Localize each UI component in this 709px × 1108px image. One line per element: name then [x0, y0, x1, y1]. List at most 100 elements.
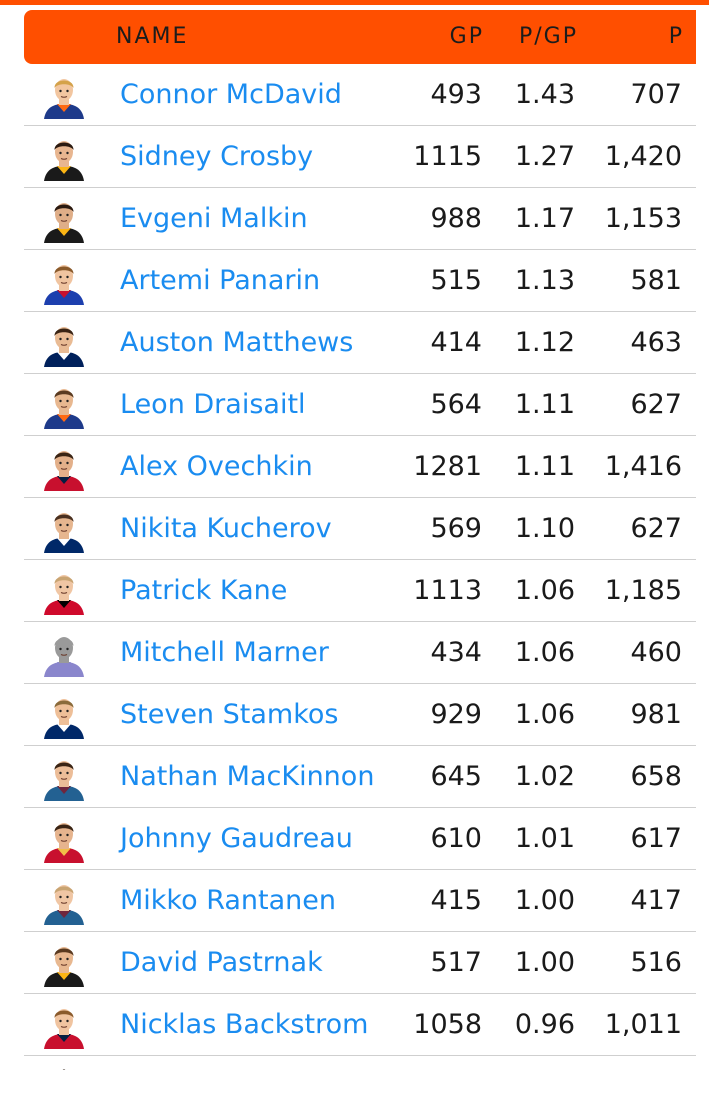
player-avatar [40, 1060, 88, 1108]
top-accent-bar [0, 0, 709, 5]
games-played: 414 [430, 327, 482, 358]
points-per-game: 1.13 [514, 265, 575, 296]
table-row: Leon Draisaitl 564 1.11 627 [24, 374, 696, 436]
games-played: 493 [430, 79, 482, 110]
column-header-points[interactable]: P [668, 24, 684, 49]
table-row-partial [24, 1056, 696, 1070]
points: 627 [630, 513, 682, 544]
table-row: Steven Stamkos 929 1.06 981 [24, 684, 696, 746]
points: 1,011 [604, 1009, 682, 1040]
player-avatar [40, 443, 88, 491]
games-played: 1113 [413, 575, 482, 606]
games-played: 1058 [413, 1009, 482, 1040]
player-name-link[interactable]: David Pastrnak [120, 947, 323, 978]
points-per-game: 1.17 [514, 203, 575, 234]
table-row: Patrick Kane 1113 1.06 1,185 [24, 560, 696, 622]
player-name-link[interactable]: Nathan MacKinnon [120, 761, 375, 792]
player-name-link[interactable]: Nicklas Backstrom [120, 1009, 369, 1040]
player-avatar [40, 567, 88, 615]
table-row: Sidney Crosby 1115 1.27 1,420 [24, 126, 696, 188]
table-row: Artemi Panarin 515 1.13 581 [24, 250, 696, 312]
column-header-points-per-game[interactable]: P/GP [519, 24, 578, 49]
player-name-link[interactable]: Mikko Rantanen [120, 885, 336, 916]
games-played: 1281 [413, 451, 482, 482]
table-row: Nicklas Backstrom 1058 0.96 1,011 [24, 994, 696, 1056]
games-played: 569 [430, 513, 482, 544]
points-per-game: 1.00 [514, 885, 575, 916]
points-per-game: 0.96 [514, 1009, 575, 1040]
points-per-game: 1.43 [514, 79, 575, 110]
player-avatar [40, 319, 88, 367]
points-per-game: 1.00 [514, 947, 575, 978]
player-name-link[interactable]: Steven Stamkos [120, 699, 339, 730]
player-avatar [40, 815, 88, 863]
player-name-link[interactable]: Evgeni Malkin [120, 203, 308, 234]
table-row: Mikko Rantanen 415 1.00 417 [24, 870, 696, 932]
games-played: 645 [430, 761, 482, 792]
table-row: Johnny Gaudreau 610 1.01 617 [24, 808, 696, 870]
player-avatar [40, 753, 88, 801]
games-played: 415 [430, 885, 482, 916]
player-name-link[interactable]: Alex Ovechkin [120, 451, 313, 482]
games-played: 517 [430, 947, 482, 978]
column-header-gp[interactable]: GP [449, 24, 484, 49]
player-name-link[interactable]: Auston Matthews [120, 327, 354, 358]
games-played: 1115 [413, 141, 482, 172]
table-row: Nikita Kucherov 569 1.10 627 [24, 498, 696, 560]
player-name-link[interactable]: Sidney Crosby [120, 141, 314, 172]
player-name-link[interactable]: Nikita Kucherov [120, 513, 332, 544]
player-avatar [40, 381, 88, 429]
table-row: Alex Ovechkin 1281 1.11 1,416 [24, 436, 696, 498]
points: 460 [630, 637, 682, 668]
player-name-link[interactable]: Patrick Kane [120, 575, 288, 606]
player-avatar [40, 257, 88, 305]
player-avatar [40, 629, 88, 677]
table-row: Mitchell Marner 434 1.06 460 [24, 622, 696, 684]
points-per-game: 1.02 [514, 761, 575, 792]
table-header: NAME GP P/GP P [24, 10, 696, 64]
player-name-link[interactable]: Connor McDavid [120, 79, 342, 110]
column-header-name[interactable]: NAME [116, 24, 189, 49]
points: 1,185 [604, 575, 682, 606]
player-avatar [40, 195, 88, 243]
points: 417 [630, 885, 682, 916]
player-avatar [40, 133, 88, 181]
table-row: Auston Matthews 414 1.12 463 [24, 312, 696, 374]
table-body: Connor McDavid 493 1.43 707 Sidney Crosby 11… [24, 64, 696, 1056]
points-per-game: 1.27 [514, 141, 575, 172]
games-played: 610 [430, 823, 482, 854]
points: 1,416 [604, 451, 682, 482]
points-per-game: 1.10 [514, 513, 575, 544]
player-avatar [40, 505, 88, 553]
player-avatar [40, 71, 88, 119]
table-row: Nathan MacKinnon 645 1.02 658 [24, 746, 696, 808]
points: 516 [630, 947, 682, 978]
points-per-game: 1.11 [514, 389, 575, 420]
points: 581 [630, 265, 682, 296]
points-per-game: 1.06 [514, 637, 575, 668]
player-name-link[interactable]: Mitchell Marner [120, 637, 329, 668]
points: 463 [630, 327, 682, 358]
points-per-game: 1.01 [514, 823, 575, 854]
table-row: Connor McDavid 493 1.43 707 [24, 64, 696, 126]
points: 627 [630, 389, 682, 420]
games-played: 988 [430, 203, 482, 234]
player-name-link[interactable]: Leon Draisaitl [120, 389, 306, 420]
leaders-table: NAME GP P/GP P Connor McDavid 493 1.43 707 … [24, 10, 696, 1070]
player-name-link[interactable]: Artemi Panarin [120, 265, 321, 296]
games-played: 564 [430, 389, 482, 420]
points: 1,420 [604, 141, 682, 172]
player-avatar [40, 1001, 88, 1049]
player-name-link[interactable]: Johnny Gaudreau [120, 823, 353, 854]
points: 658 [630, 761, 682, 792]
player-avatar [40, 691, 88, 739]
points-per-game: 1.11 [514, 451, 575, 482]
player-avatar [40, 939, 88, 987]
games-played: 515 [430, 265, 482, 296]
table-row: Evgeni Malkin 988 1.17 1,153 [24, 188, 696, 250]
points-per-game: 1.06 [514, 575, 575, 606]
table-row: David Pastrnak 517 1.00 516 [24, 932, 696, 994]
games-played: 929 [430, 699, 482, 730]
points: 617 [630, 823, 682, 854]
player-avatar [40, 877, 88, 925]
